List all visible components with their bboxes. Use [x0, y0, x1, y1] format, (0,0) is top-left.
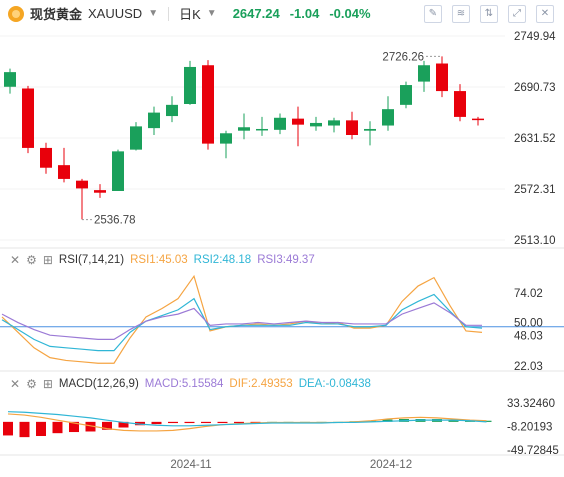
- rsi2-value: RSI2:48.18: [193, 254, 252, 266]
- rsi-tick-label: 48.03: [514, 331, 543, 343]
- adjust-icon[interactable]: ⇅: [480, 5, 498, 23]
- high-price-label: 2726.26: [382, 51, 424, 63]
- rsi-tick-label: 74.02: [514, 288, 543, 300]
- price-change-percent: -0.04%: [329, 6, 371, 21]
- price-tick-label: 2513.10: [514, 235, 556, 247]
- settings-icon[interactable]: ⚙: [26, 253, 37, 267]
- toolbar-left: 现货黄金 XAUUSD ▼ 日K ▼ 2647.24 -1.04 -0.04%: [8, 4, 371, 23]
- macd-histogram-bar[interactable]: [234, 421, 244, 424]
- gold-coin-icon: [8, 5, 24, 22]
- candle-body[interactable]: [346, 120, 358, 136]
- candle-body[interactable]: [58, 165, 70, 179]
- symbol-name[interactable]: 现货黄金: [30, 7, 83, 22]
- macd-tick-label: 33.32460: [507, 398, 555, 410]
- date-tick-label: 2024-11: [170, 459, 211, 471]
- macd-histogram-bar[interactable]: [151, 421, 162, 425]
- symbol-code[interactable]: XAUUSD: [88, 6, 143, 21]
- rsi-tick-label: 50.00: [514, 318, 543, 330]
- last-price: 2647.24: [232, 6, 280, 21]
- expand-icon[interactable]: ⊞: [42, 253, 53, 267]
- rsi-name: RSI(7,14,21): [58, 254, 125, 266]
- candle-body[interactable]: [220, 133, 232, 144]
- rsi-series-line-1[interactable]: [1, 274, 483, 364]
- low-price-label: 2536.78: [94, 215, 136, 227]
- candle-body[interactable]: [382, 109, 394, 126]
- candle-body[interactable]: [418, 65, 430, 82]
- macd-value: MACD:5.15584: [144, 378, 224, 390]
- dea-line[interactable]: [7, 411, 487, 427]
- dif-value: DIF:2.49353: [229, 378, 293, 390]
- macd-histogram-bar[interactable]: [3, 421, 13, 436]
- candle-body[interactable]: [184, 66, 196, 104]
- candle-body[interactable]: [364, 128, 376, 131]
- symbol-dropdown-icon[interactable]: ▼: [148, 8, 159, 19]
- macd-histogram-bar[interactable]: [118, 421, 129, 428]
- rsi-series-line-3[interactable]: [1, 302, 482, 340]
- candle-body[interactable]: [454, 91, 466, 117]
- price-tick-label: 2572.31: [514, 184, 556, 196]
- macd-name: MACD(12,26,9): [58, 378, 139, 390]
- candle-body[interactable]: [328, 120, 340, 126]
- expand-icon[interactable]: ⊞: [42, 377, 53, 391]
- rsi-header: ✕ ⚙ ⊞ RSI(7,14,21) RSI1:45.03 RSI2:48.18…: [10, 253, 315, 267]
- candle-body[interactable]: [40, 147, 52, 168]
- candle-body[interactable]: [436, 63, 448, 92]
- macd-header: ✕ ⚙ ⊞ MACD(12,26,9) MACD:5.15584 DIF:2.4…: [10, 377, 371, 391]
- candle-body[interactable]: [274, 117, 286, 130]
- macd-histogram-bar[interactable]: [217, 421, 228, 424]
- candle-body[interactable]: [4, 72, 16, 87]
- timeframe-label[interactable]: 日K: [179, 7, 201, 22]
- rsi-series-line-2[interactable]: [1, 293, 483, 352]
- macd-histogram-bar[interactable]: [168, 421, 178, 424]
- close-indicator-icon[interactable]: ✕: [10, 377, 21, 391]
- candle-body[interactable]: [400, 85, 412, 105]
- candle-body[interactable]: [166, 104, 178, 117]
- macd-histogram-bar[interactable]: [85, 421, 96, 432]
- close-icon[interactable]: ✕: [536, 5, 554, 23]
- candle-body[interactable]: [22, 88, 34, 148]
- macd-histogram-bar[interactable]: [184, 421, 195, 424]
- rsi1-value: RSI1:45.03: [130, 254, 188, 266]
- dea-value: DEA:-0.08438: [298, 378, 371, 390]
- price-tick-label: 2690.73: [514, 82, 556, 94]
- candle-body[interactable]: [472, 118, 484, 121]
- candle-body[interactable]: [130, 126, 142, 150]
- macd-histogram-bar[interactable]: [52, 421, 63, 434]
- candle-body[interactable]: [256, 128, 268, 131]
- candle-body[interactable]: [112, 151, 124, 191]
- timeframe-dropdown-icon[interactable]: ▼: [206, 8, 217, 19]
- macd-histogram-bar[interactable]: [19, 421, 30, 438]
- rsi-tick-label: 22.03: [514, 361, 543, 373]
- date-tick-label: 2024-12: [370, 459, 412, 471]
- macd-histogram-bar[interactable]: [36, 421, 46, 437]
- candle-body[interactable]: [292, 118, 304, 125]
- macd-tick-label: -49.72845: [507, 445, 559, 457]
- candle-body[interactable]: [94, 190, 106, 193]
- candle-body[interactable]: [238, 127, 250, 131]
- macd-tick-label: -8.20193: [507, 422, 552, 434]
- candle-body[interactable]: [202, 65, 214, 144]
- toolbar: 现货黄金 XAUUSD ▼ 日K ▼ 2647.24 -1.04 -0.04% …: [0, 0, 564, 26]
- fullscreen-icon[interactable]: ⤢: [508, 5, 526, 23]
- candle-body[interactable]: [310, 122, 322, 127]
- close-indicator-icon[interactable]: ✕: [10, 253, 21, 267]
- indicator-icon[interactable]: ≋: [452, 5, 470, 23]
- macd-histogram-bar[interactable]: [102, 421, 112, 430]
- macd-histogram-bar[interactable]: [201, 421, 211, 424]
- price-change: -1.04: [289, 6, 320, 21]
- macd-histogram-bar[interactable]: [69, 421, 79, 433]
- candle-body[interactable]: [148, 112, 160, 129]
- rsi3-value: RSI3:49.37: [257, 254, 315, 266]
- price-tick-label: 2631.52: [514, 133, 556, 145]
- toolbar-divider: [168, 6, 170, 21]
- settings-icon[interactable]: ⚙: [26, 377, 37, 391]
- price-tick-label: 2749.94: [514, 31, 556, 43]
- toolbar-right: ✎ ≋ ⇅ ⤢ ✕: [424, 5, 554, 23]
- candle-body[interactable]: [76, 180, 88, 189]
- edit-icon[interactable]: ✎: [424, 5, 442, 23]
